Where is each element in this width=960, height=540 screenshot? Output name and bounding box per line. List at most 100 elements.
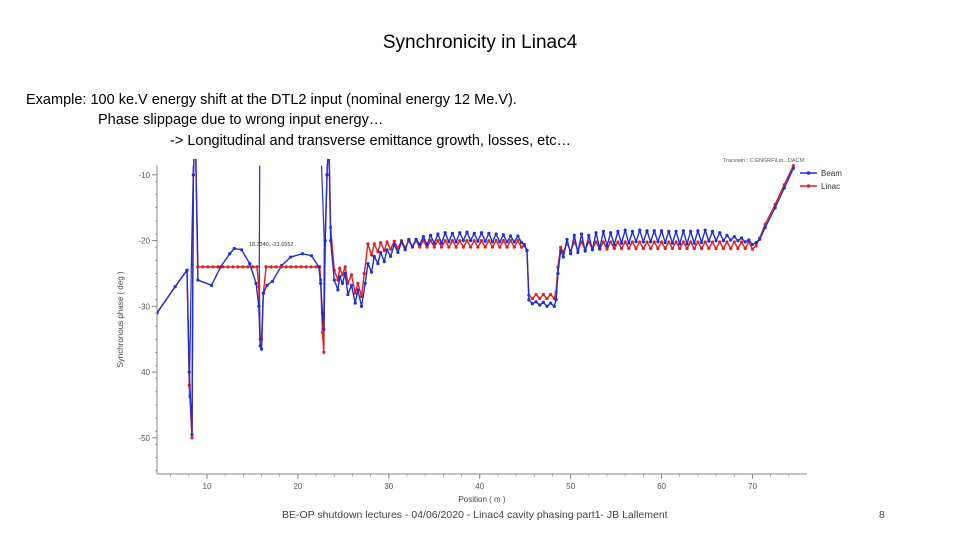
beam-point	[681, 229, 685, 233]
beam-point	[343, 271, 347, 276]
beam-point	[594, 231, 598, 235]
beam-point	[356, 288, 360, 292]
linac-point	[366, 242, 370, 246]
x-tick-label: 40	[475, 482, 484, 491]
beam-point	[376, 262, 380, 266]
linac-point	[609, 240, 613, 244]
synchronous-phase-chart: -10 -20 -30 40 -50 10 20 30 40 50 60 70 Position ( m…	[110, 155, 850, 505]
linac-point	[439, 245, 444, 249]
beam-point	[385, 248, 389, 252]
beam-point	[173, 285, 177, 289]
beam-point	[619, 241, 624, 245]
linac-point	[692, 246, 696, 251]
beam-point	[323, 239, 327, 243]
linac-point	[487, 239, 491, 243]
beam-point	[239, 248, 244, 252]
linac-point	[469, 245, 473, 249]
beam-point	[527, 298, 531, 302]
beam-point	[525, 248, 529, 253]
beam-point	[718, 231, 722, 235]
beam-point	[317, 265, 321, 269]
series-layer: 18.7340, -21.6552	[157, 159, 795, 440]
linac-point	[447, 245, 451, 249]
beam-point	[612, 242, 616, 247]
linac-point	[549, 292, 553, 297]
beam-point	[598, 246, 602, 251]
linac-point	[201, 265, 205, 269]
beam-point	[389, 254, 393, 258]
beam-point	[270, 279, 275, 283]
beam-point	[494, 232, 498, 236]
beam-point	[601, 229, 605, 234]
x-tick-label: 70	[748, 482, 757, 491]
beam-point	[483, 239, 487, 243]
beam-point	[185, 268, 189, 272]
linac-point	[304, 265, 308, 269]
linac-point	[627, 246, 631, 251]
beam-point	[685, 242, 689, 246]
beam-point	[522, 242, 526, 247]
beam-point	[257, 304, 261, 308]
beam-point	[407, 237, 411, 241]
beam-legend-marker	[806, 171, 811, 175]
beam-point	[739, 236, 744, 240]
beam-point	[754, 240, 758, 245]
linac-point	[678, 246, 682, 251]
y-tick-label: -30	[138, 302, 150, 311]
beam-point	[443, 231, 447, 235]
linac-point	[476, 245, 480, 249]
linac-point	[714, 246, 718, 251]
beam-point	[763, 225, 767, 230]
beam-point	[190, 432, 194, 437]
y-tick-label: -20	[138, 237, 150, 246]
beam-point	[265, 283, 269, 287]
linac-point	[663, 246, 667, 251]
linac-point	[382, 248, 386, 253]
linac-point	[343, 265, 347, 269]
beam-point	[545, 304, 549, 308]
beam-point	[758, 237, 762, 241]
beam-point	[692, 241, 696, 245]
linac-point	[289, 265, 293, 269]
beam-point	[366, 262, 370, 266]
linac-point	[299, 265, 303, 269]
beam-point	[309, 254, 314, 258]
beam-point	[627, 241, 631, 245]
linac-point	[498, 245, 502, 249]
linac-point	[685, 246, 689, 251]
beam-point	[300, 252, 305, 256]
beam-point	[498, 240, 502, 244]
beam-point	[519, 240, 524, 245]
beam-point	[479, 231, 484, 235]
linac-point	[623, 240, 627, 244]
linac-point	[429, 239, 433, 243]
beam-point	[516, 234, 520, 238]
beam-point	[476, 239, 480, 243]
linac-point	[320, 331, 325, 335]
beam-point	[747, 238, 751, 242]
example-line: Example: 100 ke.V energy shift at the DT…	[26, 92, 517, 108]
beam-point	[670, 241, 675, 245]
linac-point	[255, 265, 259, 269]
phase-slippage-line: Phase slippage due to wrong input energy…	[98, 112, 384, 128]
beam-point	[530, 302, 535, 306]
beam-point	[421, 235, 425, 239]
beam-point	[340, 281, 345, 285]
legend-layer: Tracewin : C:ENGRF\Lin...DACM Beam Linac	[723, 158, 842, 191]
linac-point	[638, 240, 642, 244]
beam-point	[634, 240, 638, 244]
beam-point	[429, 233, 433, 237]
linac-point	[718, 240, 722, 244]
linac-point	[376, 250, 380, 254]
beam-point	[490, 240, 495, 244]
linac-point	[689, 240, 693, 244]
beam-point	[605, 244, 609, 248]
beam-point	[579, 232, 584, 236]
beam-point	[630, 229, 635, 234]
linac-point	[754, 244, 758, 248]
linac-point	[432, 245, 436, 249]
beam-point	[663, 240, 667, 245]
linac-point	[594, 240, 598, 244]
linac-point	[494, 239, 498, 243]
beam-point	[353, 301, 357, 305]
